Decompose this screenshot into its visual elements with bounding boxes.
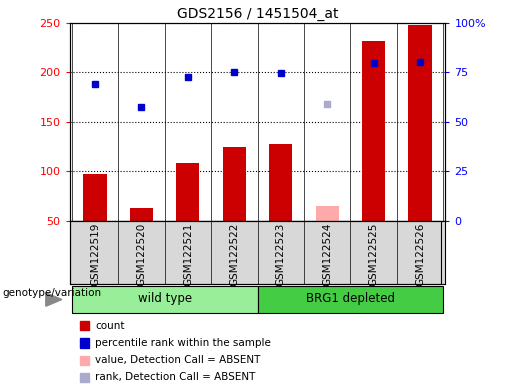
- Text: count: count: [95, 321, 125, 331]
- Text: wild type: wild type: [138, 292, 192, 305]
- Bar: [269, 144, 293, 221]
- Title: GDS2156 / 1451504_at: GDS2156 / 1451504_at: [177, 7, 338, 21]
- Text: GSM122523: GSM122523: [276, 223, 286, 286]
- Bar: [83, 174, 107, 221]
- Bar: [72, 286, 258, 313]
- Text: percentile rank within the sample: percentile rank within the sample: [95, 338, 271, 348]
- Text: genotype/variation: genotype/variation: [3, 288, 101, 298]
- Text: rank, Detection Call = ABSENT: rank, Detection Call = ABSENT: [95, 372, 255, 382]
- Polygon shape: [46, 293, 62, 306]
- Bar: [362, 41, 385, 221]
- Bar: [408, 25, 432, 221]
- Text: GSM122524: GSM122524: [322, 223, 332, 286]
- Bar: [176, 164, 199, 221]
- Bar: [316, 206, 339, 221]
- Text: GSM122521: GSM122521: [183, 223, 193, 286]
- Bar: [130, 208, 153, 221]
- Text: GSM122519: GSM122519: [90, 223, 100, 286]
- Text: value, Detection Call = ABSENT: value, Detection Call = ABSENT: [95, 355, 261, 365]
- Text: GSM122522: GSM122522: [229, 223, 239, 286]
- Text: GSM122526: GSM122526: [415, 223, 425, 286]
- Text: BRG1 depleted: BRG1 depleted: [306, 292, 395, 305]
- Bar: [222, 147, 246, 221]
- Text: GSM122520: GSM122520: [136, 223, 146, 286]
- Bar: [258, 286, 443, 313]
- Text: GSM122525: GSM122525: [369, 223, 379, 286]
